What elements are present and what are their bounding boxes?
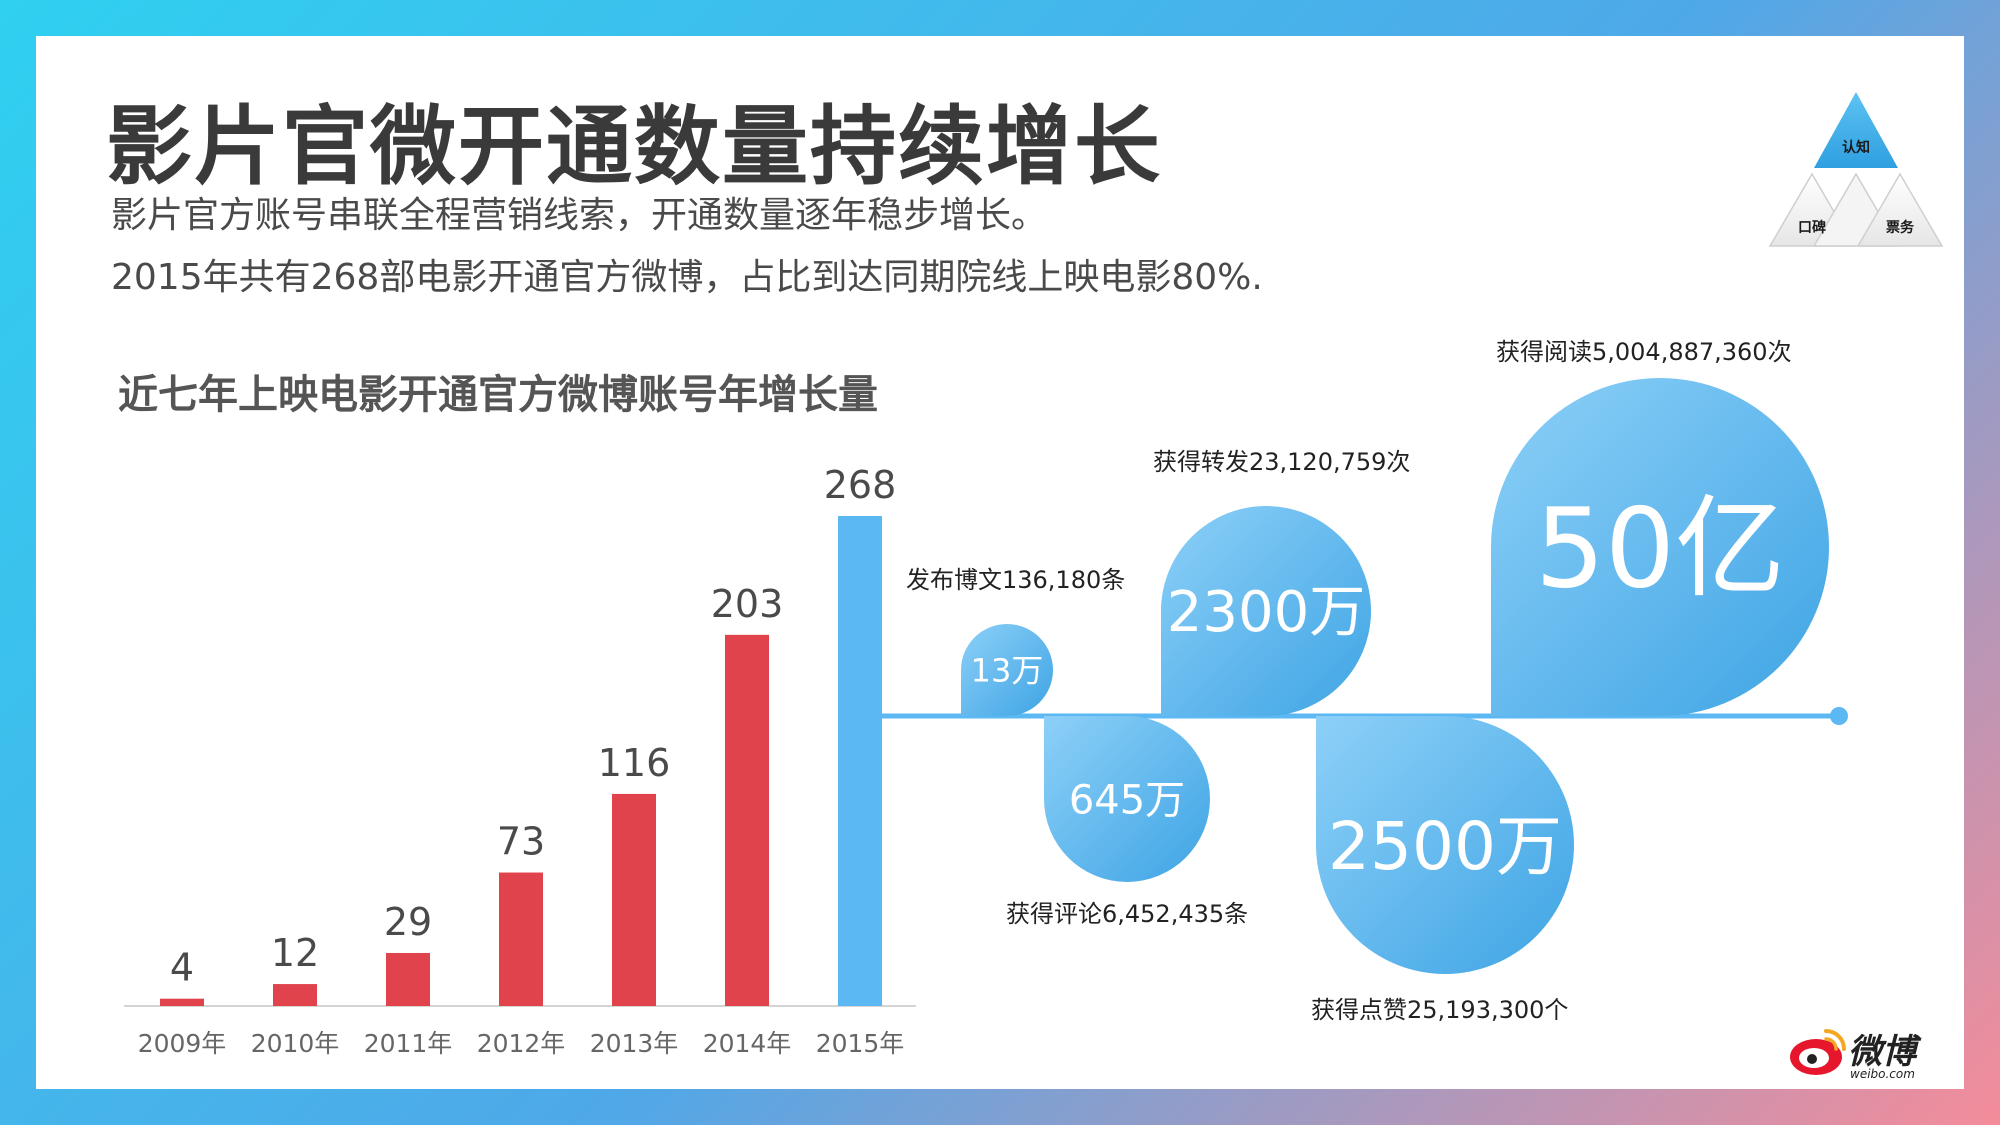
metric-drop-comments-value: 645万: [1069, 777, 1185, 823]
metric-label-reads: 获得阅读5,004,887,360次: [1496, 338, 1792, 366]
metric-drop-posts-value: 13万: [971, 652, 1044, 690]
metric-label-reposts: 获得转发23,120,759次: [1153, 448, 1411, 476]
metric-label-posts: 发布博文136,180条: [906, 566, 1126, 594]
chart-title: 近七年上映电影开通官方微博账号年增长量: [118, 372, 878, 418]
weibo-logo-text: 微博: [1848, 1032, 1922, 1072]
slide: 影片官微开通数量持续增长 影片官方账号串联全程营销线索，开通数量逐年稳步增长。 …: [36, 36, 1964, 1089]
bar: [160, 998, 204, 1006]
x-tick-label: 2013年: [590, 1029, 679, 1058]
bar-value-label: 268: [824, 463, 897, 507]
weibo-logo-url: weibo.com: [1850, 1067, 1915, 1081]
pyramid-top-segment: [1814, 92, 1898, 168]
metric-drop-comments: [1044, 716, 1210, 882]
metric-drop-reposts: [1161, 506, 1371, 716]
timeline-end-dot: [1830, 707, 1848, 725]
bar: [725, 634, 769, 1006]
x-tick-label: 2010年: [251, 1029, 340, 1058]
pyramid-icon: 认知 口碑 票务: [1768, 92, 1944, 247]
bar-chart: 4 2009年 12 2010年 29 2011年 73 2012年 116 2013年 203 20…: [124, 378, 1848, 1058]
bar: [499, 872, 543, 1006]
pyramid-top-label: 认知: [1842, 139, 1870, 156]
metric-drop-reads: [1491, 378, 1829, 716]
x-tick-label: 2015年: [816, 1029, 905, 1058]
metric-drop-reads-value: 50亿: [1535, 485, 1785, 613]
x-tick-label: 2009年: [138, 1029, 227, 1058]
metric-drop-likes-value: 2500万: [1328, 808, 1562, 885]
bar: [386, 952, 430, 1006]
x-tick-label: 2014年: [703, 1029, 792, 1058]
bar: [612, 793, 656, 1006]
metric-label-likes: 获得点赞25,193,300个: [1311, 996, 1569, 1024]
page-title: 影片官微开通数量持续增长: [106, 97, 1162, 197]
x-tick-label: 2012年: [477, 1029, 566, 1058]
bar-value-label: 4: [170, 946, 194, 990]
x-tick-label: 2011年: [364, 1029, 453, 1058]
subtitle-line-2: 2015年共有268部电影开通官方微博，占比到达同期院线上映电影80%.: [111, 257, 1263, 298]
metric-drop-reposts-value: 2300万: [1167, 580, 1366, 645]
bar: [273, 984, 317, 1006]
pyramid-left-label: 口碑: [1798, 219, 1826, 236]
subtitle-line-1: 影片官方账号串联全程营销线索，开通数量逐年稳步增长。: [111, 195, 1048, 236]
bar-value-label: 116: [598, 741, 671, 785]
metric-label-comments: 获得评论6,452,435条: [1006, 900, 1249, 928]
metric-drop-posts: [961, 624, 1053, 716]
pyramid-right-segment: [1856, 172, 1944, 247]
bar: [838, 516, 882, 1006]
bar-value-label: 12: [271, 931, 319, 975]
weibo-logo: 微博 weibo.com: [1790, 1029, 1922, 1081]
pyramid-right-label: 票务: [1886, 219, 1915, 236]
bar-value-label: 29: [384, 900, 432, 944]
bar-value-label: 73: [497, 820, 545, 864]
metric-drop-likes: [1316, 716, 1574, 974]
bar-value-label: 203: [711, 582, 784, 626]
